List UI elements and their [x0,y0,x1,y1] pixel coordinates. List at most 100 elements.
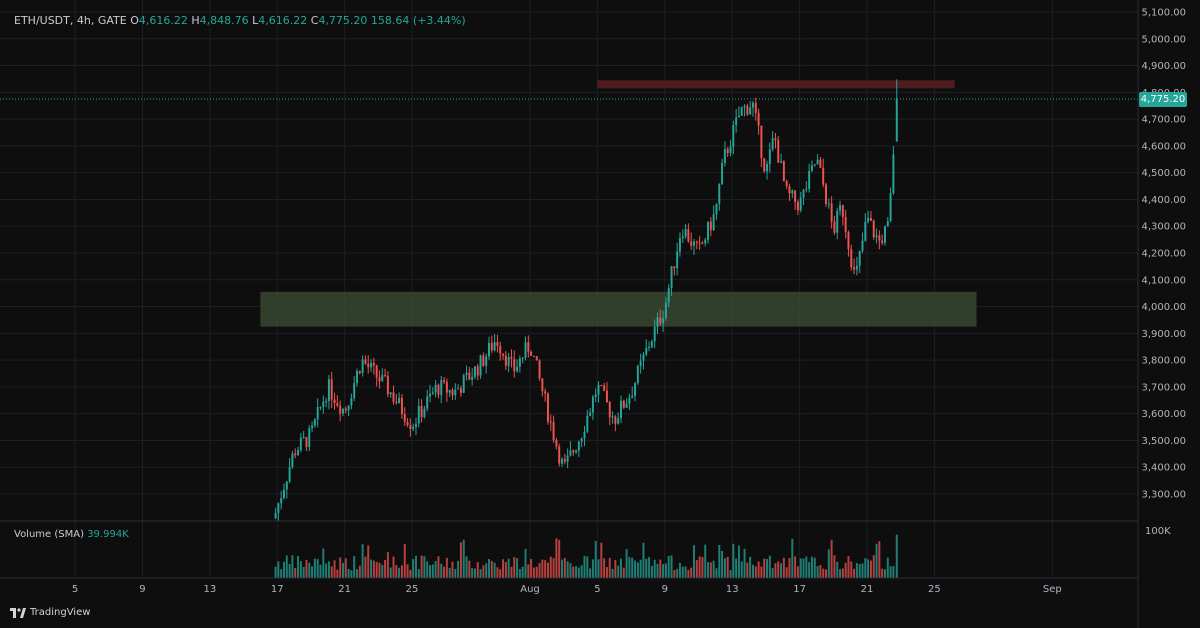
volume-bar [864,558,867,578]
volume-bar [645,558,648,578]
volume-bar [384,559,387,578]
candle-body [749,107,752,115]
price-tick-label: 3,900.00 [1141,329,1186,340]
volume-bar [510,566,513,578]
candle-body [805,188,808,190]
candle-body [530,351,533,356]
volume-bar [650,565,653,578]
volume-bar [684,566,687,578]
volume-bar [552,558,555,578]
candle-body [311,425,314,429]
volume-bar [473,568,476,578]
candle-body [370,362,373,368]
candle-body [608,402,611,418]
candle-body [701,243,704,245]
candle-body [521,357,524,359]
candle-body [274,512,277,519]
time-tick-label: 25 [406,584,419,595]
volume-bar [825,569,827,578]
volume-bar [768,555,771,578]
volume-bar [698,556,701,578]
candle-body [350,397,353,406]
candle-body [546,393,549,422]
symbol-legend[interactable]: ETH/USDT, 4h, GATE O4,616.22 H4,848.76 L… [14,14,466,27]
volume-bar [288,563,291,578]
volume-bar [586,556,589,578]
price-tick-label: 3,400.00 [1141,463,1186,474]
candle-body [392,392,395,402]
volume-bar [760,566,763,578]
tradingview-logo[interactable]: TradingView [10,607,90,618]
candle-body [883,226,886,243]
candle-body [723,149,726,163]
candle-body [353,383,356,398]
volume-bar [479,569,482,578]
candle-body [774,138,777,141]
price-tick-label: 4,100.00 [1141,275,1186,286]
candle-body [732,125,735,147]
volume-bar [356,569,358,578]
volume-legend[interactable]: Volume (SMA) 39.994K [14,529,129,540]
candle-body [291,453,294,468]
candle-body [895,98,898,142]
candle-body [664,302,667,319]
volume-bar [841,568,844,578]
price-tick-label: 5,000.00 [1141,34,1186,45]
candle-body [395,401,398,404]
volume-bar [561,559,563,578]
volume-bar [631,557,634,578]
candle-body [839,205,842,211]
volume-bar [625,549,628,578]
candle-body [330,379,333,400]
time-tick-label: 17 [793,584,806,595]
volume-bar [656,563,659,578]
candle-body [841,205,844,217]
volume-bar [313,558,316,578]
candle-body [549,421,552,423]
candle-body [631,395,634,398]
volume-bar [319,564,322,578]
price-tick-label: 3,500.00 [1141,436,1186,447]
candle-body [634,383,637,396]
volume-bar [681,566,684,578]
candle-body [684,229,687,237]
volume-bar [740,561,743,578]
volume-bar [468,560,471,578]
volume-bar [667,555,670,578]
resistance-zone [597,80,955,89]
volume-bar [358,565,361,578]
candle-body [381,374,384,382]
volume-bar [622,567,625,578]
volume-bar [339,557,342,578]
volume-bar [634,560,637,578]
tradingview-logo-icon [10,607,26,618]
candle-body [600,384,603,386]
volume-bar [577,567,580,578]
candle-body [389,392,392,395]
volume-bar [299,561,302,578]
candle-body [611,416,614,418]
candle-body [875,235,878,238]
candle-body [552,421,555,441]
volume-bar [827,549,830,578]
volume-bar [872,555,875,578]
candle-body [889,193,892,222]
volume-bar [409,569,412,578]
volume-bar [617,565,620,578]
volume-bar [802,558,805,578]
candlestick-series [274,79,898,522]
candle-body [361,359,364,374]
volume-bar [465,556,468,578]
candle-body [347,405,350,411]
candle-body [791,190,794,194]
candle-body [305,437,308,448]
volume-bar [855,563,858,578]
candle-body [726,149,729,154]
volume-bar [521,566,524,578]
volume-bar [527,564,530,578]
candle-body [737,115,740,118]
candle-body [892,154,895,194]
candle-body [636,366,639,384]
volume-bar [751,564,754,578]
